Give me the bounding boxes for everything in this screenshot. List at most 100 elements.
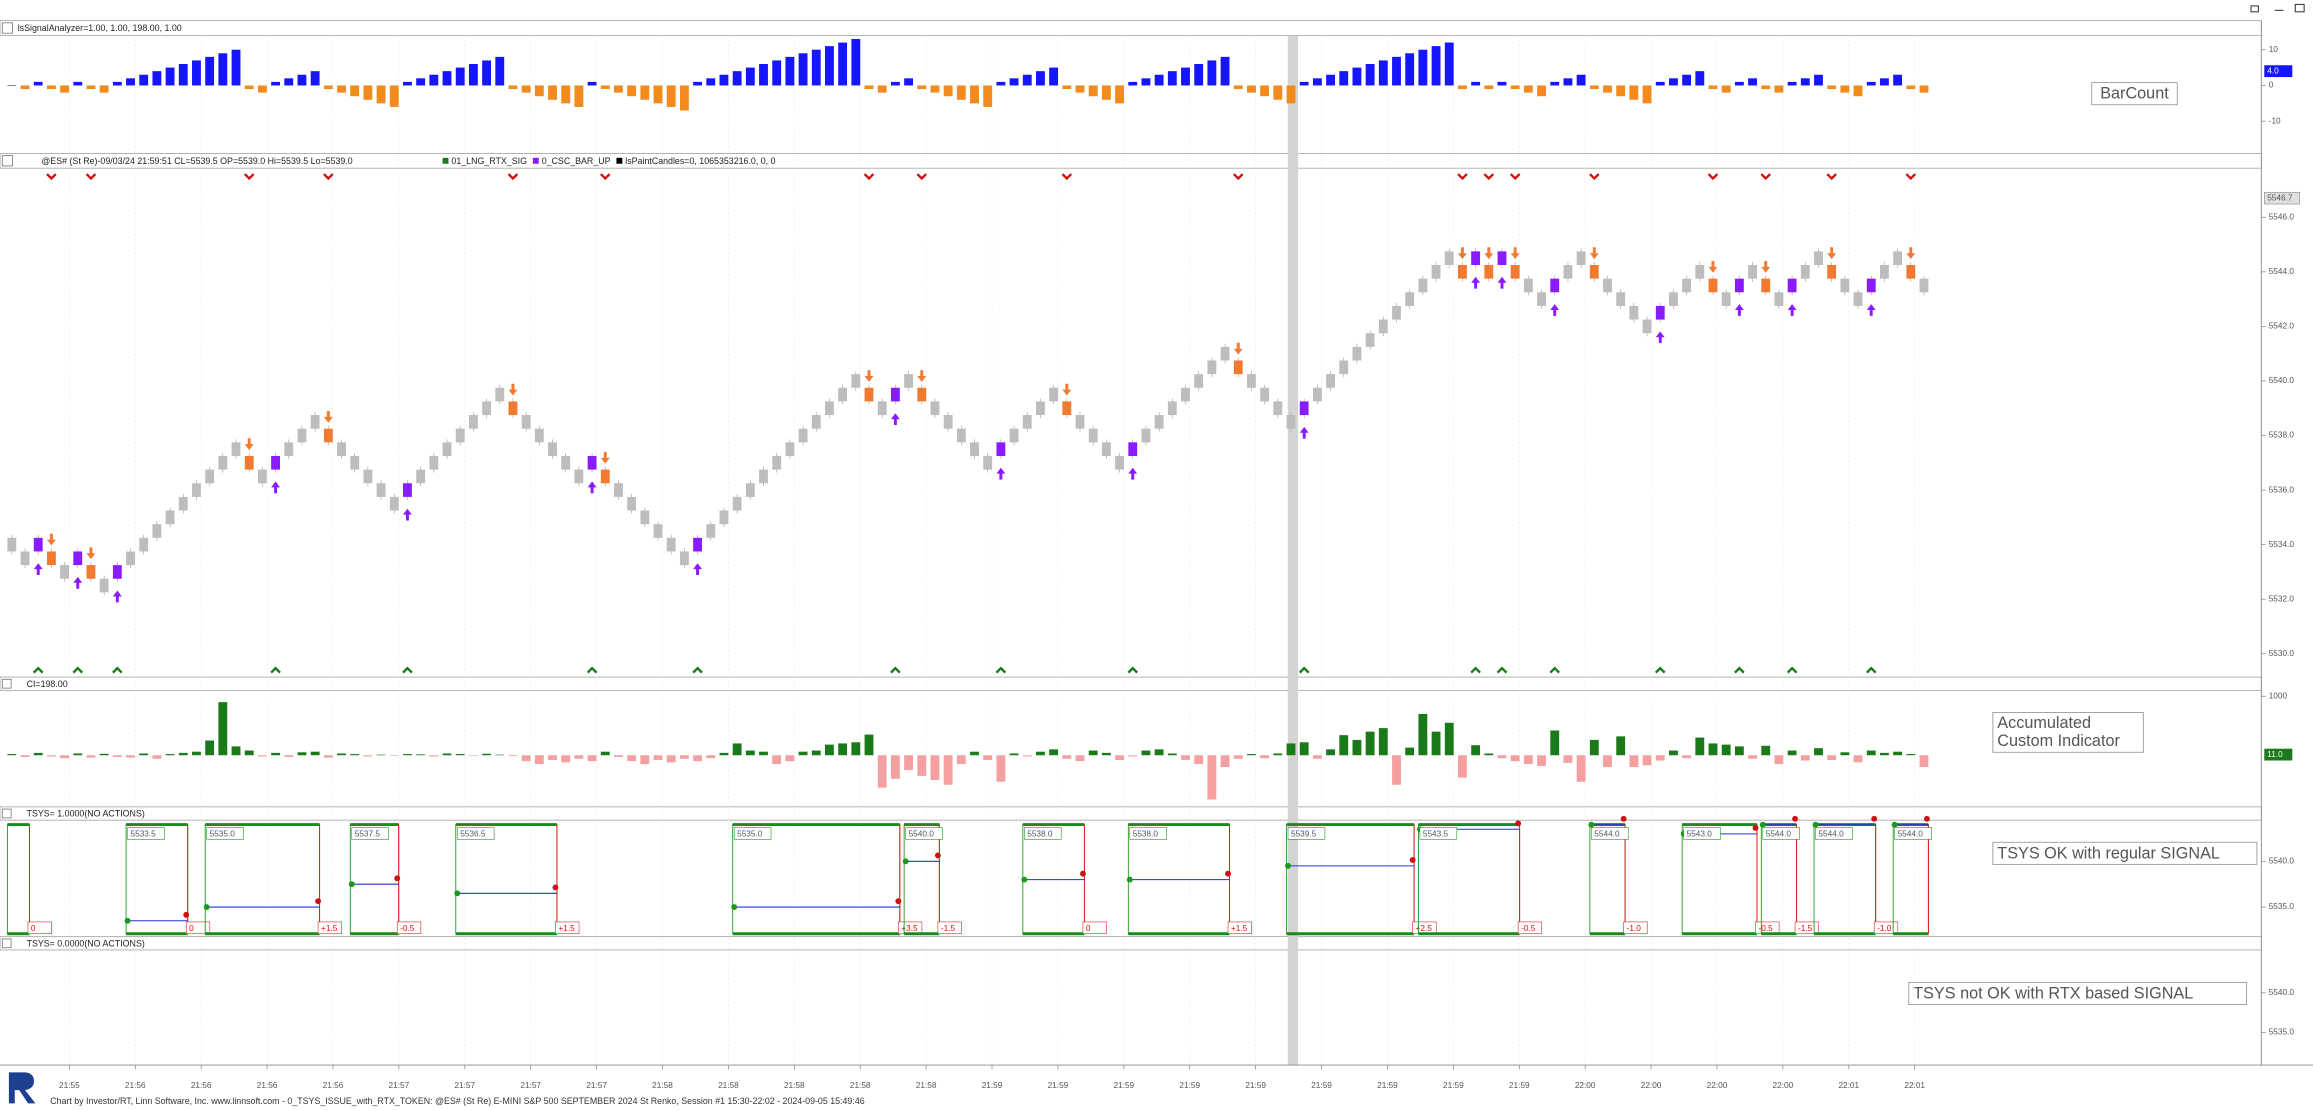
bar [1523, 755, 1533, 765]
time-label: 21:59 [1311, 1081, 1332, 1090]
up-arrow [890, 413, 900, 426]
renko-brick [1418, 278, 1428, 293]
header-bar [0, 676, 2262, 691]
renko-brick [825, 401, 834, 416]
bar [1603, 85, 1612, 93]
buy-signal [270, 666, 281, 674]
entry-label: 5535.0 [210, 829, 236, 838]
renko-brick [139, 537, 149, 552]
annotation-box [1908, 981, 2248, 1005]
bar [1220, 755, 1230, 768]
time-label: 21:56 [323, 1081, 344, 1090]
sell-signal [1061, 173, 1073, 181]
bar [363, 755, 373, 757]
result-label-box [1517, 921, 1543, 935]
bar [46, 755, 56, 757]
renko-brick [33, 537, 43, 552]
renko-brick [73, 551, 83, 566]
close-button[interactable] [1, 678, 12, 689]
maximize-button[interactable] [2294, 3, 2305, 13]
renko-brick [1497, 251, 1507, 266]
entry-label: 5544.0 [1818, 829, 1844, 838]
restore-button[interactable] [2250, 5, 2259, 13]
bar [1036, 751, 1045, 756]
renko-brick [1721, 292, 1731, 306]
renko-brick [627, 496, 637, 511]
renko-brick [403, 483, 412, 497]
renko-brick [1352, 346, 1362, 361]
renko-brick [468, 415, 478, 429]
bar [1563, 78, 1573, 86]
exit-dot [1225, 870, 1231, 877]
close-button[interactable] [1, 22, 13, 34]
renko-brick [1919, 278, 1929, 293]
result-label-box [185, 921, 211, 935]
bar [455, 754, 465, 756]
renko-brick [1207, 360, 1217, 375]
close-button[interactable] [1, 155, 13, 167]
renko-brick [99, 578, 109, 593]
renko-brick [943, 415, 953, 429]
bar [244, 85, 254, 90]
buy-signal [1786, 666, 1798, 674]
renko-brick [574, 469, 584, 484]
result-label: -0.5 [1521, 924, 1536, 933]
up-arrow [403, 508, 412, 521]
y-tick-label: 5535.0 [2269, 902, 2295, 911]
bar [864, 85, 874, 90]
bar [666, 85, 676, 107]
bar [917, 755, 927, 776]
window-controls[interactable] [2250, 3, 2305, 13]
renko-brick [1181, 387, 1190, 402]
entry-dot [1126, 876, 1133, 883]
renko-brick [640, 510, 650, 525]
bar [323, 85, 333, 90]
bar [996, 81, 1006, 86]
bar [534, 755, 544, 765]
result-label: -1.0 [1877, 924, 1892, 933]
exit-dot [895, 898, 902, 905]
bar [73, 81, 83, 86]
bar [732, 743, 742, 756]
entry-label-box [1129, 827, 1167, 840]
bar [442, 71, 452, 86]
bar [1576, 755, 1586, 782]
renko-brick [1312, 387, 1322, 402]
bar [1523, 85, 1533, 93]
bar [1339, 735, 1349, 756]
entry-dot [902, 858, 909, 865]
bar [1616, 85, 1626, 97]
bar [877, 755, 887, 788]
entry-label: 5543.5 [1423, 829, 1449, 838]
bar [126, 755, 135, 758]
buy-signal [1496, 666, 1508, 674]
renko-brick [7, 537, 17, 552]
bar [587, 755, 597, 762]
bar [1708, 85, 1718, 90]
renko-brick [1286, 415, 1296, 429]
bar [442, 753, 452, 756]
close-button[interactable] [1, 938, 12, 949]
down-arrow [86, 547, 96, 560]
bar [956, 85, 966, 100]
buy-signal [1549, 666, 1561, 674]
time-label: 21:56 [191, 1081, 212, 1090]
bar [930, 85, 940, 93]
footer: Chart by Investor/RT, Linn Software, Inc… [50, 1096, 865, 1106]
result-label-box [27, 921, 52, 935]
result-label: 0 [31, 924, 36, 933]
up-arrow [1787, 304, 1797, 316]
close-button[interactable] [1, 808, 12, 819]
bar [983, 85, 993, 107]
up-arrow [996, 467, 1006, 480]
bar [548, 755, 557, 760]
bar [1761, 745, 1771, 756]
bar [192, 751, 201, 756]
y-tick-label: 5532.0 [2269, 594, 2295, 603]
renko-brick [1866, 278, 1876, 293]
header-bar [0, 20, 2262, 36]
bar [1075, 85, 1085, 93]
renko-brick [1484, 265, 1494, 279]
up-arrow [1655, 331, 1665, 344]
